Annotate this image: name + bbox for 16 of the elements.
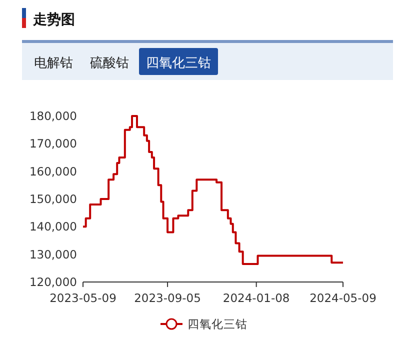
x-tick-label: 2023-05-09 bbox=[50, 291, 116, 305]
y-tick-label: 170,000 bbox=[29, 136, 77, 151]
text: 电解钴 bbox=[34, 56, 73, 71]
x-tick-label: 2024-05-09 bbox=[310, 291, 376, 305]
y-tick-label: 130,000 bbox=[29, 247, 77, 262]
y-tick-label: 160,000 bbox=[29, 164, 77, 178]
legend-label: 四氧化三钴 bbox=[188, 317, 248, 331]
chart-title: 走势图 bbox=[32, 12, 75, 28]
y-tick-label: 140,000 bbox=[29, 220, 77, 234]
x-tick-label: 2024-01-08 bbox=[222, 291, 290, 305]
text: 硫酸钴 bbox=[90, 56, 129, 71]
y-tick-label: 120,000 bbox=[29, 275, 77, 289]
x-tick-label: 2023-09-05 bbox=[134, 291, 201, 305]
y-tick-label: 180,000 bbox=[29, 109, 77, 123]
text: 四氧化三钴 bbox=[146, 56, 211, 71]
y-tick-label: 150,000 bbox=[29, 192, 77, 206]
